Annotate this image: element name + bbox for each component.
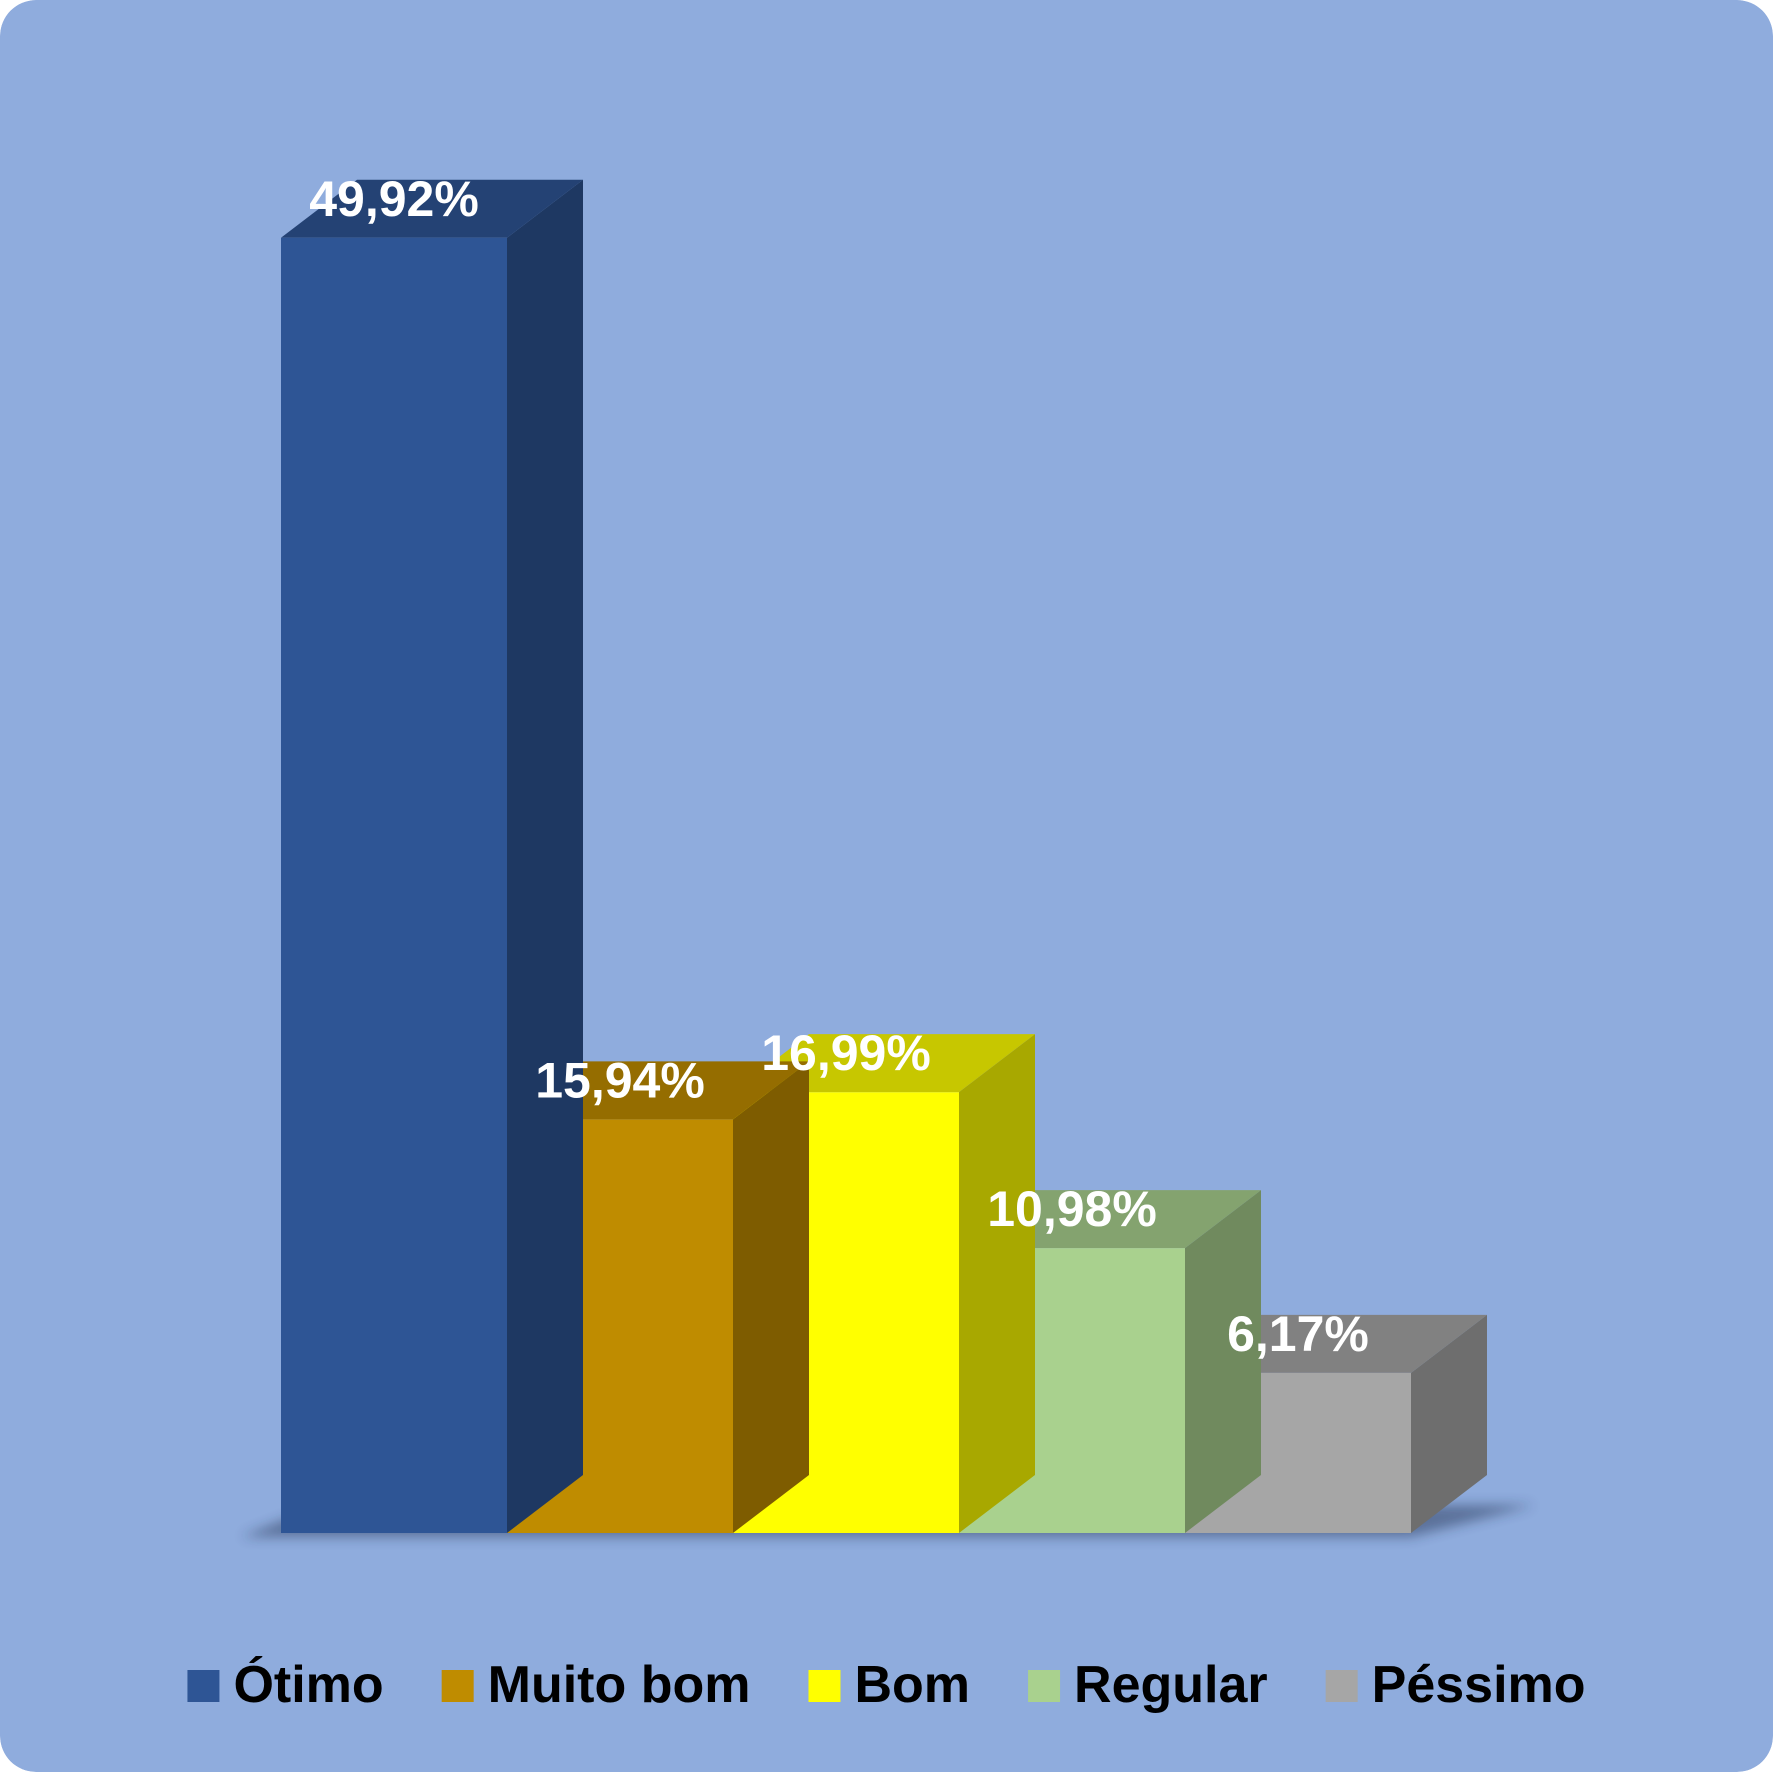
- legend-swatch-muito-bom: [441, 1670, 474, 1702]
- data-label-muito-bom: 15,94%: [535, 1052, 705, 1108]
- bar-side-otimo: [507, 179, 583, 1534]
- legend-label-muito-bom: Muito bom: [488, 1656, 751, 1714]
- data-labels: 49,92% 15,94% 16,99% 10,98% 6,17%: [309, 171, 1369, 1362]
- legend-item-muito-bom: Muito bom: [441, 1656, 751, 1714]
- bars: [281, 179, 1487, 1534]
- legend-item-otimo: Ótimo: [187, 1656, 384, 1714]
- legend-label-pessimo: Péssimo: [1372, 1656, 1586, 1714]
- legend-item-bom: Bom: [808, 1656, 970, 1714]
- bar-side-bom: [959, 1034, 1035, 1533]
- bar-otimo: [281, 179, 583, 1534]
- data-label-otimo: 49,92%: [309, 171, 479, 227]
- legend-label-bom: Bom: [854, 1656, 970, 1714]
- legend-label-regular: Regular: [1074, 1656, 1268, 1714]
- bar-top-otimo: [281, 179, 583, 238]
- bar-side-muito-bom: [733, 1061, 809, 1533]
- data-label-bom: 16,99%: [761, 1025, 931, 1081]
- legend: Ótimo Muito bom Bom Regular Péssimo: [187, 1656, 1586, 1714]
- legend-swatch-otimo: [187, 1670, 220, 1702]
- bar-side-pessimo: [1411, 1314, 1487, 1533]
- data-label-pessimo: 6,17%: [1227, 1306, 1369, 1362]
- bar-side-regular: [1185, 1190, 1261, 1533]
- legend-item-regular: Regular: [1028, 1656, 1268, 1714]
- legend-swatch-pessimo: [1325, 1670, 1358, 1702]
- legend-swatch-bom: [808, 1670, 841, 1702]
- legend-swatch-regular: [1028, 1670, 1061, 1702]
- data-label-regular: 10,98%: [987, 1181, 1157, 1237]
- legend-item-pessimo: Péssimo: [1325, 1656, 1586, 1714]
- legend-label-otimo: Ótimo: [233, 1656, 383, 1714]
- bar-front-otimo: [281, 237, 507, 1534]
